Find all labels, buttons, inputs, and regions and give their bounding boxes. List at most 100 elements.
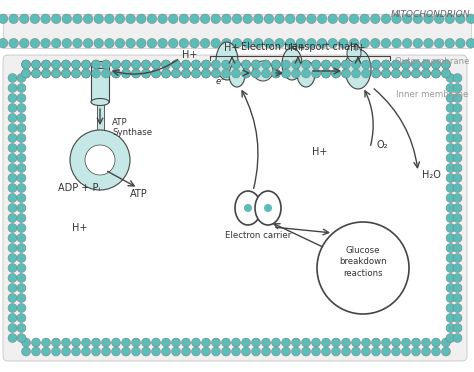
Circle shape — [434, 14, 444, 23]
Circle shape — [285, 14, 295, 23]
Circle shape — [17, 283, 26, 292]
Circle shape — [211, 14, 220, 23]
Bar — [97, 100, 104, 160]
Circle shape — [17, 273, 26, 282]
Circle shape — [362, 69, 371, 78]
Circle shape — [446, 253, 455, 263]
Circle shape — [441, 347, 450, 356]
Circle shape — [162, 60, 171, 69]
Circle shape — [142, 338, 151, 347]
Circle shape — [411, 338, 420, 347]
Circle shape — [321, 69, 330, 78]
Circle shape — [453, 193, 462, 202]
Circle shape — [17, 203, 26, 212]
Ellipse shape — [91, 61, 109, 68]
Circle shape — [17, 294, 26, 302]
Ellipse shape — [347, 44, 361, 62]
Circle shape — [241, 69, 250, 78]
Circle shape — [301, 338, 310, 347]
Circle shape — [453, 134, 462, 142]
Circle shape — [72, 338, 81, 347]
Circle shape — [131, 347, 140, 356]
Circle shape — [231, 69, 240, 78]
Circle shape — [453, 103, 462, 112]
Circle shape — [272, 60, 281, 69]
Circle shape — [382, 347, 391, 356]
Circle shape — [190, 38, 199, 48]
Ellipse shape — [255, 191, 281, 225]
Circle shape — [252, 69, 261, 78]
Circle shape — [446, 283, 455, 292]
Circle shape — [431, 60, 440, 69]
Circle shape — [82, 69, 91, 78]
Circle shape — [252, 60, 261, 69]
Circle shape — [446, 164, 455, 173]
Circle shape — [72, 347, 81, 356]
Circle shape — [282, 60, 291, 69]
Circle shape — [72, 69, 81, 78]
Circle shape — [172, 69, 181, 78]
Circle shape — [211, 347, 220, 356]
Circle shape — [73, 38, 82, 48]
Circle shape — [441, 69, 450, 78]
Circle shape — [41, 14, 50, 23]
Text: ADP + Pᵢ: ADP + Pᵢ — [58, 183, 100, 193]
Circle shape — [401, 60, 410, 69]
Circle shape — [421, 69, 430, 78]
Circle shape — [182, 60, 191, 69]
Circle shape — [352, 69, 361, 78]
Circle shape — [142, 347, 151, 356]
Text: MITOCHONDRION: MITOCHONDRION — [391, 10, 470, 19]
Circle shape — [111, 347, 120, 356]
Circle shape — [147, 14, 157, 23]
Circle shape — [282, 60, 291, 69]
Text: Outer membrane: Outer membrane — [395, 57, 470, 66]
Circle shape — [162, 338, 171, 347]
Circle shape — [8, 224, 17, 232]
Circle shape — [382, 69, 391, 78]
Circle shape — [352, 347, 361, 356]
Circle shape — [17, 74, 26, 83]
Circle shape — [201, 347, 210, 356]
Circle shape — [431, 69, 440, 78]
Circle shape — [168, 14, 178, 23]
Circle shape — [172, 60, 181, 69]
Circle shape — [179, 14, 189, 23]
Circle shape — [341, 69, 350, 78]
Text: H+: H+ — [73, 223, 88, 233]
Circle shape — [445, 14, 455, 23]
Circle shape — [147, 38, 157, 48]
Circle shape — [421, 338, 430, 347]
Circle shape — [446, 193, 455, 202]
Circle shape — [91, 338, 100, 347]
Circle shape — [17, 134, 26, 142]
Circle shape — [121, 338, 130, 347]
Circle shape — [72, 60, 81, 69]
Circle shape — [51, 38, 61, 48]
Circle shape — [311, 69, 320, 78]
Circle shape — [152, 338, 161, 347]
Circle shape — [453, 304, 462, 312]
Circle shape — [17, 263, 26, 273]
Circle shape — [8, 234, 17, 243]
Circle shape — [211, 338, 220, 347]
Circle shape — [401, 69, 410, 78]
Circle shape — [191, 338, 201, 347]
Circle shape — [42, 69, 51, 78]
Circle shape — [453, 294, 462, 302]
Circle shape — [8, 193, 17, 202]
Circle shape — [121, 347, 130, 356]
Circle shape — [272, 347, 281, 356]
Circle shape — [317, 14, 327, 23]
Circle shape — [8, 203, 17, 212]
Circle shape — [231, 60, 240, 69]
Circle shape — [17, 304, 26, 312]
Circle shape — [62, 14, 72, 23]
Circle shape — [254, 14, 263, 23]
Circle shape — [275, 14, 284, 23]
Circle shape — [441, 69, 450, 78]
Circle shape — [142, 69, 151, 78]
Circle shape — [413, 38, 423, 48]
Circle shape — [52, 60, 61, 69]
Circle shape — [311, 69, 320, 78]
